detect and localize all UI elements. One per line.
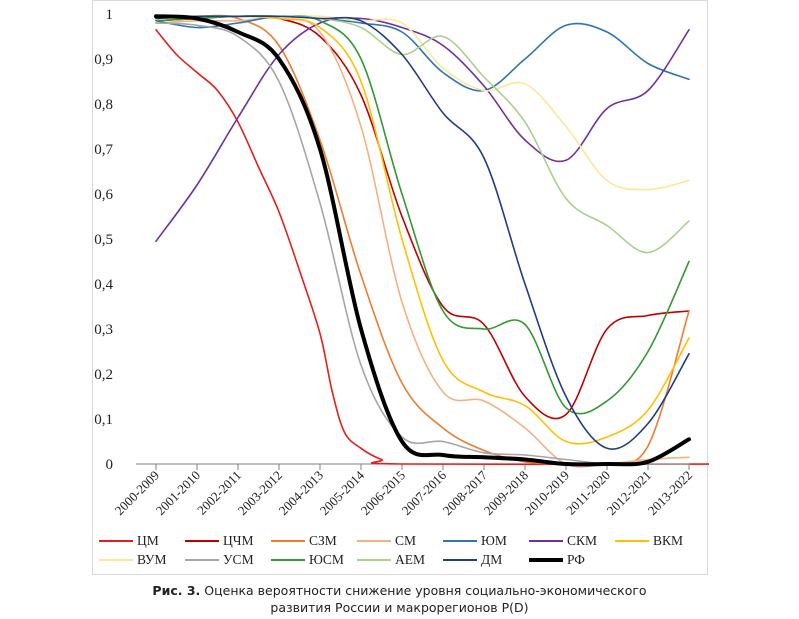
series-line-СКМ xyxy=(155,17,690,243)
y-tick-label: 0,2 xyxy=(94,367,113,383)
figure-caption: Рис. 3. Оценка вероятности снижение уров… xyxy=(0,582,799,616)
y-tick-label: 1 xyxy=(106,7,114,23)
x-axis: 2000-20092001-20102002-20112003-20122004… xyxy=(112,463,709,518)
y-axis-labels: 0 0,1 0,2 0,3 0,4 0,5 0,6 0,7 0,8 0,9 1 xyxy=(94,7,113,473)
legend-label-СЗМ: СЗМ xyxy=(309,533,337,548)
legend-label-СМ: СМ xyxy=(395,533,416,548)
series-line-ВКМ xyxy=(155,15,690,445)
caption-line-1: Оценка вероятности снижение уровня социа… xyxy=(200,583,647,598)
legend-label-ЦЧМ: ЦЧМ xyxy=(223,533,254,548)
y-tick-label: 0 xyxy=(106,457,114,473)
chart-container: 0 0,1 0,2 0,3 0,4 0,5 0,6 0,7 0,8 0,9 1 2000-2009 2… xyxy=(92,0,709,575)
legend-label-РФ: РФ xyxy=(567,552,585,567)
series-line-ЮМ xyxy=(155,15,690,92)
x-tick-label: 2001-2010 xyxy=(153,468,203,518)
series-line-ВУМ xyxy=(155,15,690,191)
legend-label-ДМ: ДМ xyxy=(481,552,502,567)
line-chart: 0 0,1 0,2 0,3 0,4 0,5 0,6 0,7 0,8 0,9 1 2000-20092… xyxy=(94,7,709,567)
legend-label-ВКМ: ВКМ xyxy=(653,533,683,548)
series-line-РФ xyxy=(154,14,691,467)
legend-label-ЦМ: ЦМ xyxy=(137,533,159,548)
legend-label-ЮСМ: ЮСМ xyxy=(309,552,344,567)
legend-label-СКМ: СКМ xyxy=(567,533,597,548)
y-tick-label: 0,6 xyxy=(94,187,113,203)
y-tick-label: 0,1 xyxy=(94,412,113,428)
y-tick-label: 0,5 xyxy=(94,232,113,248)
legend: ЦМ ЦЧМ СЗМ СМ ЮМ СКМ ВКМ ВУМ УСМ ЮСМ АЕМ ДМ РФ xyxy=(99,533,683,567)
legend-label-АЕМ: АЕМ xyxy=(395,552,425,567)
series-layer xyxy=(154,14,709,468)
y-tick-label: 0,8 xyxy=(94,97,113,113)
y-tick-label: 0,9 xyxy=(94,52,113,68)
series-line-ЮСМ xyxy=(155,15,690,415)
legend-label-ВУМ: ВУМ xyxy=(137,552,166,567)
x-tick-label: 2013-2022 xyxy=(645,468,695,518)
legend-label-ЮМ: ЮМ xyxy=(481,533,507,548)
y-tick-label: 0,3 xyxy=(94,322,113,338)
y-tick-label: 0,7 xyxy=(94,142,113,158)
caption-label: Рис. 3. xyxy=(152,583,201,598)
series-line-ЦМ xyxy=(155,28,709,466)
series-line-УСМ xyxy=(155,22,690,466)
x-tick-label: 2010-2019 xyxy=(522,468,572,518)
y-tick-label: 0,4 xyxy=(94,277,113,293)
caption-line-2: развития России и макрорегионов P(D) xyxy=(270,600,529,615)
series-line-ДМ xyxy=(155,15,690,450)
legend-label-УСМ: УСМ xyxy=(223,552,254,567)
